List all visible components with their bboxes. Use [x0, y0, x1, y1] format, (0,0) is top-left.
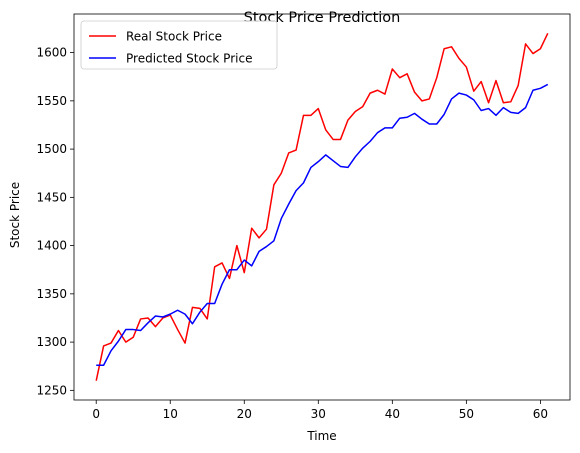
y-axis-label: Stock Price [8, 182, 22, 248]
plot-area [95, 32, 549, 381]
x-tick-label: 20 [237, 407, 252, 421]
y-tick-label: 1250 [36, 383, 67, 397]
legend-label-predicted: Predicted Stock Price [126, 52, 252, 66]
y-tick-label: 1550 [36, 94, 67, 108]
x-axis-label: Time [306, 429, 336, 443]
y-tick-label: 1600 [36, 46, 67, 60]
x-tick-label: 0 [92, 407, 100, 421]
plot-frame [73, 13, 571, 401]
x-tick-label: 60 [533, 407, 548, 421]
legend: Real Stock Price Predicted Stock Price [80, 20, 278, 70]
series-line-predicted [96, 83, 549, 367]
y-tick-label: 1350 [36, 287, 67, 301]
y-tick-label: 1400 [36, 239, 67, 253]
x-axis: 0 10 20 30 40 50 60 [92, 400, 548, 421]
y-tick-label: 1450 [36, 190, 67, 204]
x-tick-label: 30 [311, 407, 326, 421]
y-tick-label: 1300 [36, 335, 67, 349]
series-line-real [95, 32, 549, 381]
x-tick-label: 40 [385, 407, 400, 421]
y-axis: 1250 1300 1350 1400 1450 1500 1550 1600 [36, 46, 74, 397]
legend-box [80, 20, 278, 70]
legend-label-real: Real Stock Price [126, 30, 222, 44]
y-tick-label: 1500 [36, 142, 67, 156]
x-tick-label: 10 [163, 407, 178, 421]
x-tick-label: 50 [459, 407, 474, 421]
